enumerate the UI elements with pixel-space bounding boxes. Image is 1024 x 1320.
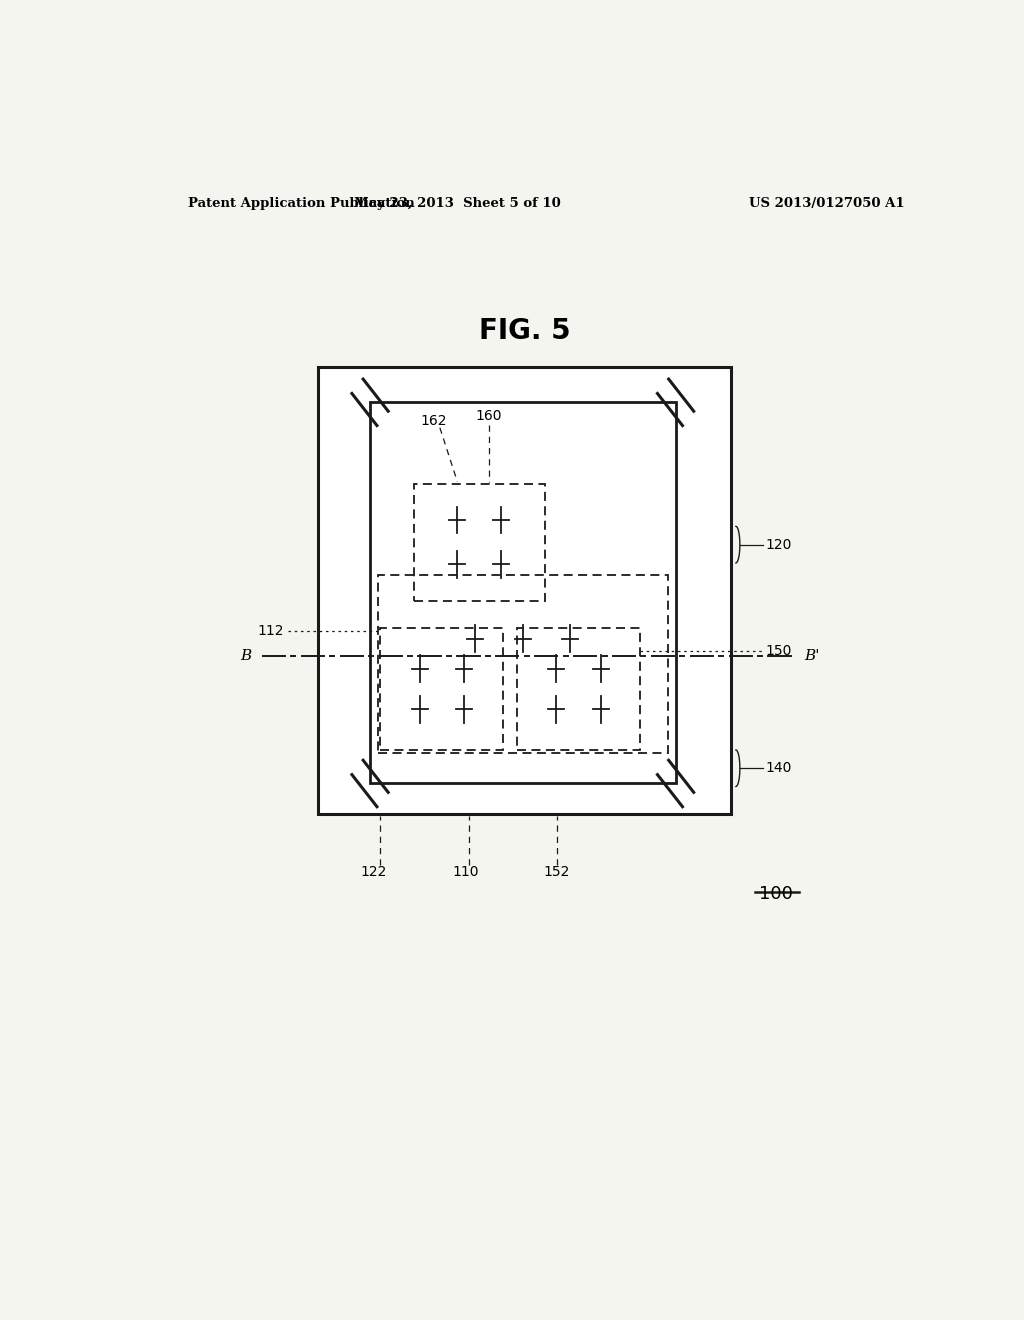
Bar <box>517 628 640 750</box>
Text: 150: 150 <box>765 644 792 659</box>
Bar <box>378 576 668 752</box>
Bar <box>380 628 504 750</box>
Text: 160: 160 <box>476 409 503 422</box>
Bar <box>414 483 545 601</box>
Text: 120: 120 <box>765 537 792 552</box>
Text: 122: 122 <box>360 865 387 879</box>
Text: B: B <box>240 649 251 664</box>
Text: 140: 140 <box>765 762 792 775</box>
Text: 112: 112 <box>258 624 285 638</box>
Text: FIG. 5: FIG. 5 <box>479 317 570 346</box>
Bar <box>318 367 731 814</box>
Text: Patent Application Publication: Patent Application Publication <box>187 197 415 210</box>
Text: 100: 100 <box>759 886 793 903</box>
Text: 152: 152 <box>544 865 569 879</box>
Bar <box>370 403 676 784</box>
Text: B': B' <box>804 649 819 664</box>
Text: 162: 162 <box>420 413 446 428</box>
Text: US 2013/0127050 A1: US 2013/0127050 A1 <box>749 197 904 210</box>
Text: May 23, 2013  Sheet 5 of 10: May 23, 2013 Sheet 5 of 10 <box>354 197 561 210</box>
Text: 110: 110 <box>452 865 478 879</box>
